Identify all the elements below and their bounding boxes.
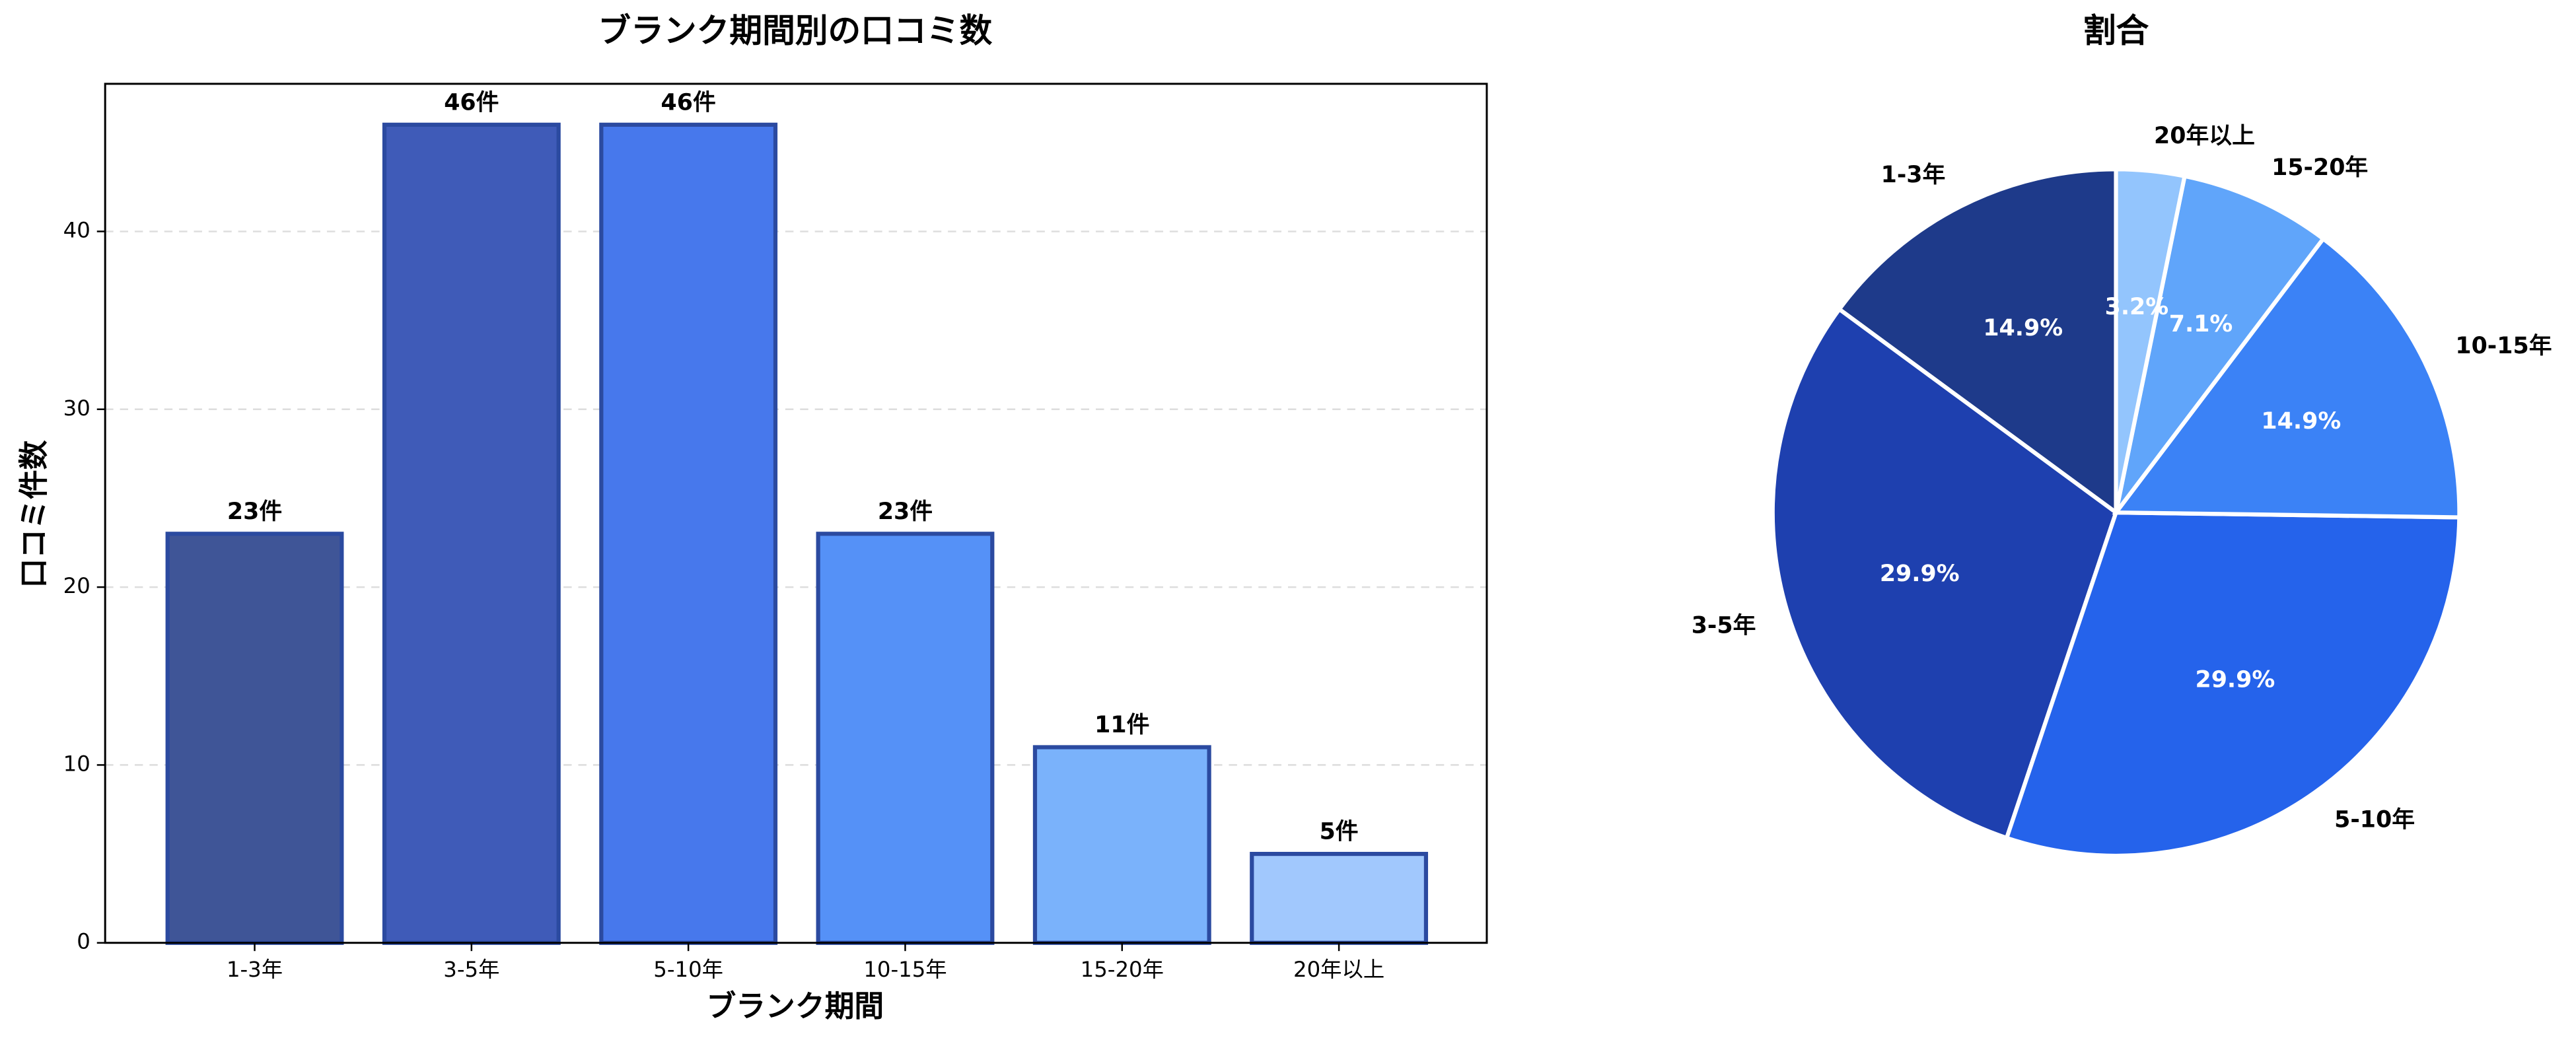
x-axis-label: ブランク期間 — [707, 989, 884, 1024]
value-label: 46件 — [661, 90, 716, 116]
x-tick-label: 1-3年 — [227, 957, 283, 982]
pie-title: 割合 — [2083, 11, 2149, 50]
pie-label: 10-15年 — [2455, 333, 2552, 359]
x-tick-label: 5-10年 — [653, 957, 723, 982]
pie-label: 1-3年 — [1881, 162, 1946, 188]
x-tick-label: 3-5年 — [443, 957, 499, 982]
y-tick-label: 40 — [63, 217, 90, 242]
pct-label: 14.9% — [2261, 408, 2341, 435]
pie-wedge — [2004, 510, 2462, 858]
x-tick-label: 15-20年 — [1081, 957, 1164, 982]
value-label: 5件 — [1320, 819, 1359, 845]
pie-wedge — [1770, 306, 2119, 841]
pct-label: 29.9% — [1880, 561, 1960, 587]
y-tick-label: 30 — [63, 396, 90, 421]
y-tick-label: 20 — [63, 573, 90, 598]
y-tick-label: 0 — [77, 929, 90, 954]
pct-label: 3.2% — [2105, 294, 2169, 320]
pie-label: 5-10年 — [2334, 807, 2415, 833]
pie-label: 20年以上 — [2154, 123, 2255, 149]
bar — [382, 122, 561, 945]
bar — [1250, 851, 1429, 945]
x-tick-label: 10-15年 — [863, 957, 947, 982]
bar — [816, 532, 995, 945]
pie-label: 3-5年 — [1692, 613, 1756, 639]
pie-wedge — [1836, 167, 2118, 517]
bar — [1032, 745, 1211, 945]
value-label: 46件 — [444, 90, 499, 116]
bar-title: ブランク期間別の口コミ数 — [598, 11, 992, 50]
pie-wedge — [2112, 236, 2462, 520]
plot-frame — [104, 83, 1488, 944]
value-label: 23件 — [227, 499, 282, 525]
pct-label: 29.9% — [2195, 667, 2275, 693]
value-label: 23件 — [878, 499, 933, 525]
x-tick-label: 20年以上 — [1293, 957, 1384, 982]
y-axis-label: 口コミ件数 — [17, 440, 52, 588]
bar — [599, 122, 778, 945]
pct-label: 7.1% — [2169, 311, 2233, 337]
pct-label: 14.9% — [1983, 315, 2063, 341]
pie-label: 15-20年 — [2272, 155, 2368, 181]
value-label: 11件 — [1094, 712, 1149, 738]
pie-wedge — [2114, 167, 2188, 513]
bar — [165, 532, 344, 945]
y-tick-label: 10 — [63, 751, 90, 776]
